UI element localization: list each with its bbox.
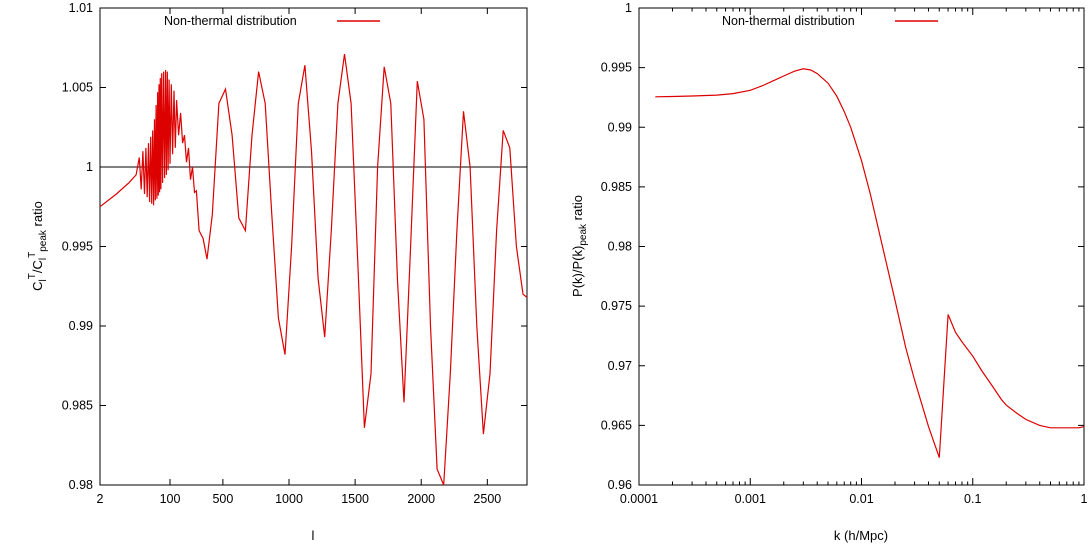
left-x-tick-label: 2000 — [407, 492, 435, 506]
right-x-ticks: 0.0001 0.001 0.01 0.1 1 — [620, 8, 1088, 506]
right-y-tick-label: 1 — [625, 1, 632, 15]
right-x-tick-label: 0.01 — [849, 492, 873, 506]
left-x-tick-label: 1000 — [275, 492, 303, 506]
left-y-tick-label: 0.985 — [62, 399, 93, 413]
right-y-axis-label: P(k)/P(k)peak ratio — [570, 195, 589, 297]
right-y-tick-label: 0.97 — [608, 359, 632, 373]
right-x-tick-label: 1 — [1081, 492, 1088, 506]
left-y-tick-label: 0.995 — [62, 240, 93, 254]
right-x-tick-label: 0.1 — [964, 492, 981, 506]
left-x-axis-label: l — [312, 528, 315, 543]
right-series-line — [655, 68, 1085, 458]
right-y-tick-label: 0.975 — [601, 299, 632, 313]
right-y-tick-label: 0.995 — [601, 61, 632, 75]
right-y-tick-label: 0.985 — [601, 180, 632, 194]
left-x-tick-label: 2 — [97, 492, 104, 506]
left-x-tick-label: 100 — [160, 492, 181, 506]
left-y-tick-label: 1.005 — [62, 81, 93, 95]
right-y-ticks: 0.96 0.965 0.97 0.975 0.98 0.985 0.99 0.995 1 — [601, 1, 1084, 492]
right-x-tick-label: 0.001 — [735, 492, 766, 506]
right-y-tick-label: 0.96 — [608, 478, 632, 492]
left-panel: 0.98 0.985 0.99 0.995 1 1.005 1.01 2 100 500 1000… — [27, 1, 528, 543]
left-x-tick-label: 500 — [212, 492, 233, 506]
left-y-tick-label: 0.98 — [69, 478, 93, 492]
left-x-ticks: 2 100 500 1000 1500 2000 2500 — [97, 8, 501, 506]
right-y-tick-label: 0.98 — [608, 240, 632, 254]
left-y-axis-label: ClT/ClTpeak ratio — [27, 201, 49, 291]
right-panel: 0.96 0.965 0.97 0.975 0.98 0.985 0.99 0.995 1 0.… — [570, 1, 1088, 543]
left-y-tick-label: 1 — [86, 160, 93, 174]
right-x-tick-label: 0.0001 — [620, 492, 658, 506]
right-y-tick-label: 0.99 — [608, 120, 632, 134]
left-series-line — [99, 54, 528, 486]
left-x-tick-label: 2500 — [473, 492, 501, 506]
left-legend-label: Non-thermal distribution — [164, 14, 297, 28]
left-y-tick-label: 0.99 — [69, 319, 93, 333]
left-y-tick-label: 1.01 — [69, 1, 93, 15]
right-y-tick-label: 0.965 — [601, 418, 632, 432]
right-x-axis-label: k (h/Mpc) — [834, 528, 888, 543]
right-legend-label: Non-thermal distribution — [722, 14, 855, 28]
left-x-tick-label: 1500 — [341, 492, 369, 506]
left-y-ticks: 0.98 0.985 0.99 0.995 1 1.005 1.01 — [62, 1, 527, 492]
